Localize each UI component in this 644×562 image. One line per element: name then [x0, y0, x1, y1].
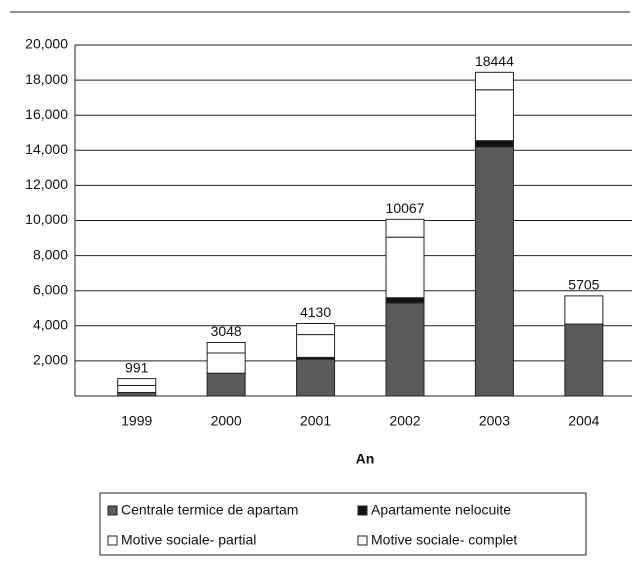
bar-segment [385, 236, 425, 299]
legend-swatch [107, 505, 118, 516]
total-label: 10067 [386, 200, 425, 216]
bar-segment [474, 140, 514, 148]
bar-segment [206, 352, 246, 374]
legend-swatch [357, 535, 368, 546]
bar-segment [296, 334, 336, 358]
bar-segment [474, 146, 514, 397]
y-tick-label: 8,000 [33, 246, 68, 262]
y-tick-label: 18,000 [25, 71, 68, 87]
y-tick-label: 16,000 [25, 106, 68, 122]
legend-label: Motive sociale- partial [121, 532, 256, 548]
y-tick-label: 10,000 [25, 211, 68, 227]
bar-segment [206, 372, 246, 397]
x-axis-label: An [356, 451, 375, 467]
bar-segment [206, 342, 246, 354]
legend-swatch [357, 505, 368, 516]
y-tick-label: 12,000 [25, 176, 68, 192]
total-label: 991 [125, 359, 149, 375]
x-tick-label: 1999 [121, 413, 152, 429]
legend-box [99, 492, 587, 556]
legend-label: Apartamente nelocuite [371, 502, 511, 518]
legend-label: Motive sociale- complet [371, 532, 517, 548]
bar-segment [564, 295, 604, 325]
y-tick-label: 4,000 [33, 317, 68, 333]
legend-swatch [107, 535, 118, 546]
total-label: 5705 [568, 277, 599, 293]
y-tick-label: 2,000 [33, 352, 68, 368]
bar-segment [385, 297, 425, 304]
legend-label: Centrale termice de apartam [121, 502, 298, 518]
bar-segment [296, 323, 336, 336]
bar-segment [117, 384, 157, 393]
bar-segment [474, 89, 514, 142]
y-tick-label: 6,000 [33, 281, 68, 297]
total-label: 3048 [211, 323, 242, 339]
bar-segment [474, 71, 514, 91]
bar-segment [385, 302, 425, 397]
x-tick-label: 2002 [389, 413, 420, 429]
bar-segment [117, 391, 157, 397]
bar-segment [564, 323, 604, 397]
bar-segment [117, 378, 157, 386]
y-tick-label: 14,000 [25, 141, 68, 157]
y-tick-label: 20,000 [25, 36, 68, 52]
x-tick-label: 2000 [211, 413, 242, 429]
bar-segment [385, 218, 425, 238]
total-label: 18444 [475, 53, 514, 69]
total-label: 4130 [300, 304, 331, 320]
x-tick-label: 2003 [479, 413, 510, 429]
x-tick-label: 2001 [300, 413, 331, 429]
x-tick-label: 2004 [568, 413, 599, 429]
bar-segment [296, 358, 336, 397]
